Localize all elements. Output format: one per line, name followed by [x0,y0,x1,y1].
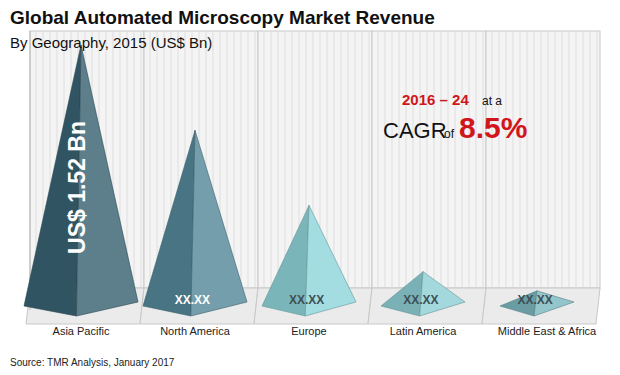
annotation: 2016 – 24 at a CAGRof 8.5% [383,91,527,144]
grid-hatch [399,31,400,288]
annotation-period: 2016 – 24 [402,91,469,108]
pyramid [24,45,138,316]
grid-hatch [285,31,286,288]
grid-hatch [413,31,414,288]
data-label: XX.XX [289,293,324,307]
grid-hatch [406,31,407,288]
category-label: Middle East & Africa [498,325,597,337]
annotation-rate: 8.5% [459,111,527,144]
grid-panel [486,31,600,288]
grid-hatch [420,31,421,288]
grid-hatch [499,31,500,288]
grid-hatch [455,31,456,288]
grid-hatch [576,31,577,288]
chart: US$ 1.52 Bn Asia Pacific XX.XX North Americ… [0,0,620,375]
grid-hatch [248,31,249,288]
pyramid [381,272,465,316]
grid-hatch [255,31,256,288]
grid-hatch [527,31,528,288]
grid-hatch [541,31,542,288]
grid-hatch [271,31,272,288]
grid-hatch [441,31,442,288]
category-label: Europe [291,325,326,337]
grid-hatch [476,31,477,288]
grid-hatch [150,31,151,288]
data-label: XX.XX [517,293,552,307]
grid-hatch [278,31,279,288]
grid-hatch [334,31,335,288]
background [26,31,600,324]
grid-hatch [469,31,470,288]
pyramid [262,205,356,316]
category-label: Asia Pacific [53,325,110,337]
grid-hatch [234,31,235,288]
grid-hatch [369,31,370,288]
pyramid [500,291,574,316]
category-label: Latin America [390,325,458,337]
grid-hatch [555,31,556,288]
grid-hatch [348,31,349,288]
grid-hatch [513,31,514,288]
grid-hatch [548,31,549,288]
grid-hatch [434,31,435,288]
grid-hatch [569,31,570,288]
grid-hatch [483,31,484,288]
grid-hatch [341,31,342,288]
grid-panel [372,31,486,288]
grid-hatch [392,31,393,288]
grid-hatch [520,31,521,288]
grid-hatch [241,31,242,288]
grid-hatch [448,31,449,288]
annotation-metric: CAGR [383,118,447,143]
y-axis [30,31,31,310]
grid-hatch [385,31,386,288]
data-label: XX.XX [175,293,210,307]
grid-hatch [134,31,135,288]
marks [24,45,574,316]
grid-hatch [141,31,142,288]
grid-hatch [157,31,158,288]
grid-hatch [492,31,493,288]
data-label: US$ 1.52 Bn [64,121,90,254]
grid-hatch [264,31,265,288]
labels: US$ 1.52 Bn Asia Pacific XX.XX North Americ… [53,121,598,337]
title: Global Automated Microscopy Market Reven… [10,7,435,28]
grid-hatch [562,31,563,288]
subtitle: By Geography, 2015 (US$ Bn) [10,34,212,51]
grid-hatch [462,31,463,288]
grid-hatch [362,31,363,288]
grid-hatch [355,31,356,288]
grid-hatch [378,31,379,288]
pyramid-right-face [191,130,247,316]
grid-hatch [583,31,584,288]
grid-hatch [534,31,535,288]
category-label: North America [160,325,231,337]
grid-hatch [427,31,428,288]
grid-floor [482,288,600,324]
pyramid-left-face [143,130,195,316]
grid-hatch [590,31,591,288]
grid-hatch [597,31,598,288]
annotation-text: of [444,127,455,141]
source: Source: TMR Analysis, January 2017 [10,357,175,368]
pyramid [143,130,247,316]
data-label: XX.XX [403,293,438,307]
annotation-text: at a [482,94,502,108]
grid-hatch [506,31,507,288]
